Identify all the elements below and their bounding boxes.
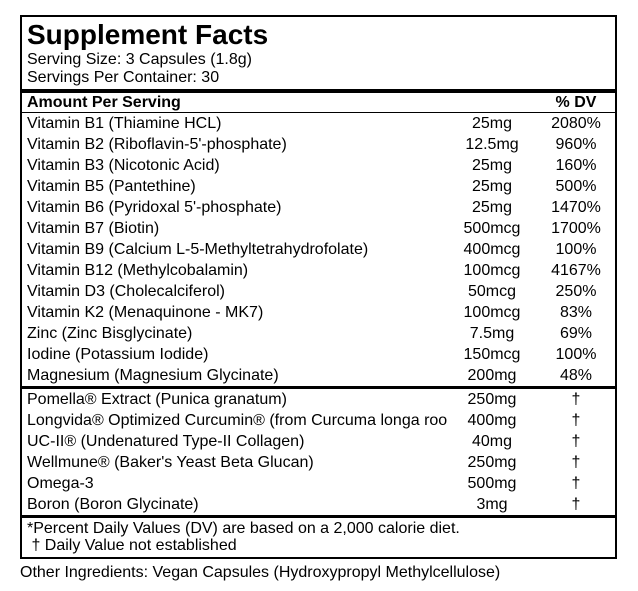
ingredient-dv: 100% bbox=[555, 241, 597, 258]
ingredient-amount: 150mcg bbox=[463, 346, 521, 363]
ingredient-name: Vitamin B9 (Calcium L-5-Methyltetrahydro… bbox=[27, 241, 369, 258]
table-row: Vitamin B1 (Thiamine HCL) 25mg 2080% bbox=[22, 113, 615, 134]
ingredient-name: Vitamin B5 (Pantethine) bbox=[27, 178, 196, 195]
table-row: UC-II® (Undenatured Type-II Collagen) 40… bbox=[22, 431, 615, 452]
ingredient-name: Iodine (Potassium Iodide) bbox=[27, 346, 209, 363]
ingredient-amount: 7.5mg bbox=[469, 325, 515, 342]
other-ingredients: Other Ingredients: Vegan Capsules (Hydro… bbox=[20, 564, 501, 581]
ingredient-dv: 83% bbox=[559, 304, 593, 321]
ingredient-name: Vitamin B6 (Pyridoxal 5'-phosphate) bbox=[27, 199, 282, 216]
table-row: Wellmune® (Baker's Yeast Beta Glucan) 25… bbox=[22, 452, 615, 473]
ingredient-dv: 160% bbox=[555, 157, 597, 174]
ingredient-dv: 48% bbox=[559, 367, 593, 384]
ingredient-dv: † bbox=[571, 433, 581, 450]
ingredient-dv: 69% bbox=[559, 325, 593, 342]
ingredient-dv: 4167% bbox=[551, 262, 601, 279]
table-row: Vitamin K2 (Menaquinone - MK7) 100mcg 83… bbox=[22, 302, 615, 323]
ingredient-dv: † bbox=[571, 454, 581, 471]
ingredient-name: Wellmune® (Baker's Yeast Beta Glucan) bbox=[27, 454, 314, 471]
ingredient-name: UC-II® (Undenatured Type-II Collagen) bbox=[27, 433, 305, 450]
table-row: Omega-3 500mg † bbox=[22, 473, 615, 494]
table-row: Vitamin B2 (Riboflavin-5'-phosphate) 12.… bbox=[22, 134, 615, 155]
ingredient-name: Boron (Boron Glycinate) bbox=[27, 496, 199, 513]
ingredient-amount: 25mg bbox=[471, 178, 513, 195]
ingredient-name: Pomella® Extract (Punica granatum) bbox=[27, 391, 287, 408]
ingredient-dv: † bbox=[571, 412, 581, 429]
ingredient-name: Magnesium (Magnesium Glycinate) bbox=[27, 367, 279, 384]
ingredient-amount: 500mg bbox=[467, 475, 517, 492]
table-row: Vitamin B6 (Pyridoxal 5'-phosphate) 25mg… bbox=[22, 197, 615, 218]
ingredient-amount: 25mg bbox=[471, 157, 513, 174]
ingredient-name: Zinc (Zinc Bisglycinate) bbox=[27, 325, 193, 342]
ingredient-amount: 400mg bbox=[467, 412, 517, 429]
section-divider bbox=[22, 386, 615, 389]
ingredient-name: Vitamin B3 (Nicotonic Acid) bbox=[27, 157, 220, 174]
ingredient-amount: 100mcg bbox=[463, 262, 521, 279]
ingredient-amount: 50mcg bbox=[467, 283, 517, 300]
table-row: Pomella® Extract (Punica granatum) 250mg… bbox=[22, 389, 615, 410]
ingredient-amount: 25mg bbox=[471, 115, 513, 132]
ingredient-dv: 1700% bbox=[551, 220, 601, 237]
ingredient-amount: 25mg bbox=[471, 199, 513, 216]
ingredient-name: Vitamin B1 (Thiamine HCL) bbox=[27, 115, 222, 132]
nutrient-table: Vitamin B1 (Thiamine HCL) 25mg 2080% Vit… bbox=[22, 113, 615, 386]
table-row: Vitamin B3 (Nicotonic Acid) 25mg 160% bbox=[22, 155, 615, 176]
ingredient-amount: 3mg bbox=[476, 496, 508, 513]
ingredient-dv: 960% bbox=[555, 136, 597, 153]
ingredient-name: Longvida® Optimized Curcumin® (from Curc… bbox=[27, 412, 447, 429]
supplement-facts-panel: Supplement Facts Serving Size: 3 Capsule… bbox=[20, 15, 617, 559]
ingredient-dv: 2080% bbox=[551, 115, 601, 132]
table-row: Vitamin B7 (Biotin) 500mcg 1700% bbox=[22, 218, 615, 239]
table-row: Vitamin B12 (Methylcobalamin) 100mcg 416… bbox=[22, 260, 615, 281]
table-row: Boron (Boron Glycinate) 3mg † bbox=[22, 494, 615, 515]
ingredient-amount: 100mcg bbox=[463, 304, 521, 321]
ingredient-dv: 100% bbox=[555, 346, 597, 363]
header-thick-divider bbox=[22, 89, 615, 93]
ingredient-name: Vitamin K2 (Menaquinone - MK7) bbox=[27, 304, 264, 321]
table-row: Vitamin B9 (Calcium L-5-Methyltetrahydro… bbox=[22, 239, 615, 260]
ingredient-dv: 500% bbox=[555, 178, 597, 195]
ingredient-name: Vitamin B7 (Biotin) bbox=[27, 220, 160, 237]
footnotes: *Percent Daily Values (DV) are based on … bbox=[22, 518, 615, 557]
percent-dv-header: % DV bbox=[555, 93, 597, 111]
table-row: Magnesium (Magnesium Glycinate) 200mg 48… bbox=[22, 365, 615, 386]
ingredient-dv: † bbox=[571, 391, 581, 408]
table-row: Longvida® Optimized Curcumin® (from Curc… bbox=[22, 410, 615, 431]
ingredient-name: Vitamin D3 (Cholecalciferol) bbox=[27, 283, 225, 300]
ingredient-amount: 250mg bbox=[467, 454, 517, 471]
serving-size: Serving Size: 3 Capsules (1.8g) bbox=[27, 51, 252, 68]
servings-per-container: Servings Per Container: 30 bbox=[27, 69, 220, 86]
blend-table: Pomella® Extract (Punica granatum) 250mg… bbox=[22, 389, 615, 515]
footnote-divider bbox=[22, 515, 615, 518]
ingredient-dv: † bbox=[571, 496, 581, 513]
ingredient-name: Vitamin B2 (Riboflavin-5'-phosphate) bbox=[27, 136, 287, 153]
ingredient-amount: 500mcg bbox=[463, 220, 521, 237]
table-row: Vitamin B5 (Pantethine) 25mg 500% bbox=[22, 176, 615, 197]
table-row: Iodine (Potassium Iodide) 150mcg 100% bbox=[22, 344, 615, 365]
ingredient-name: Vitamin B12 (Methylcobalamin) bbox=[27, 262, 249, 279]
ingredient-amount: 250mg bbox=[467, 391, 517, 408]
dagger-footnote: † Daily Value not established bbox=[27, 537, 237, 554]
ingredient-dv: † bbox=[571, 475, 581, 492]
ingredient-amount: 400mcg bbox=[463, 241, 521, 258]
table-row: Zinc (Zinc Bisglycinate) 7.5mg 69% bbox=[22, 323, 615, 344]
ingredient-amount: 200mg bbox=[467, 367, 517, 384]
ingredient-amount: 40mg bbox=[471, 433, 513, 450]
amount-per-serving-header: Amount Per Serving bbox=[27, 93, 181, 111]
percent-dv-footnote: *Percent Daily Values (DV) are based on … bbox=[27, 520, 460, 537]
ingredient-name: Omega-3 bbox=[27, 475, 94, 492]
table-row: Vitamin D3 (Cholecalciferol) 50mcg 250% bbox=[22, 281, 615, 302]
ingredient-dv: 250% bbox=[555, 283, 597, 300]
column-header-row: Amount Per Serving % DV bbox=[22, 93, 615, 113]
ingredient-amount: 12.5mg bbox=[465, 136, 519, 153]
ingredient-dv: 1470% bbox=[551, 199, 601, 216]
panel-title: Supplement Facts bbox=[27, 19, 269, 50]
